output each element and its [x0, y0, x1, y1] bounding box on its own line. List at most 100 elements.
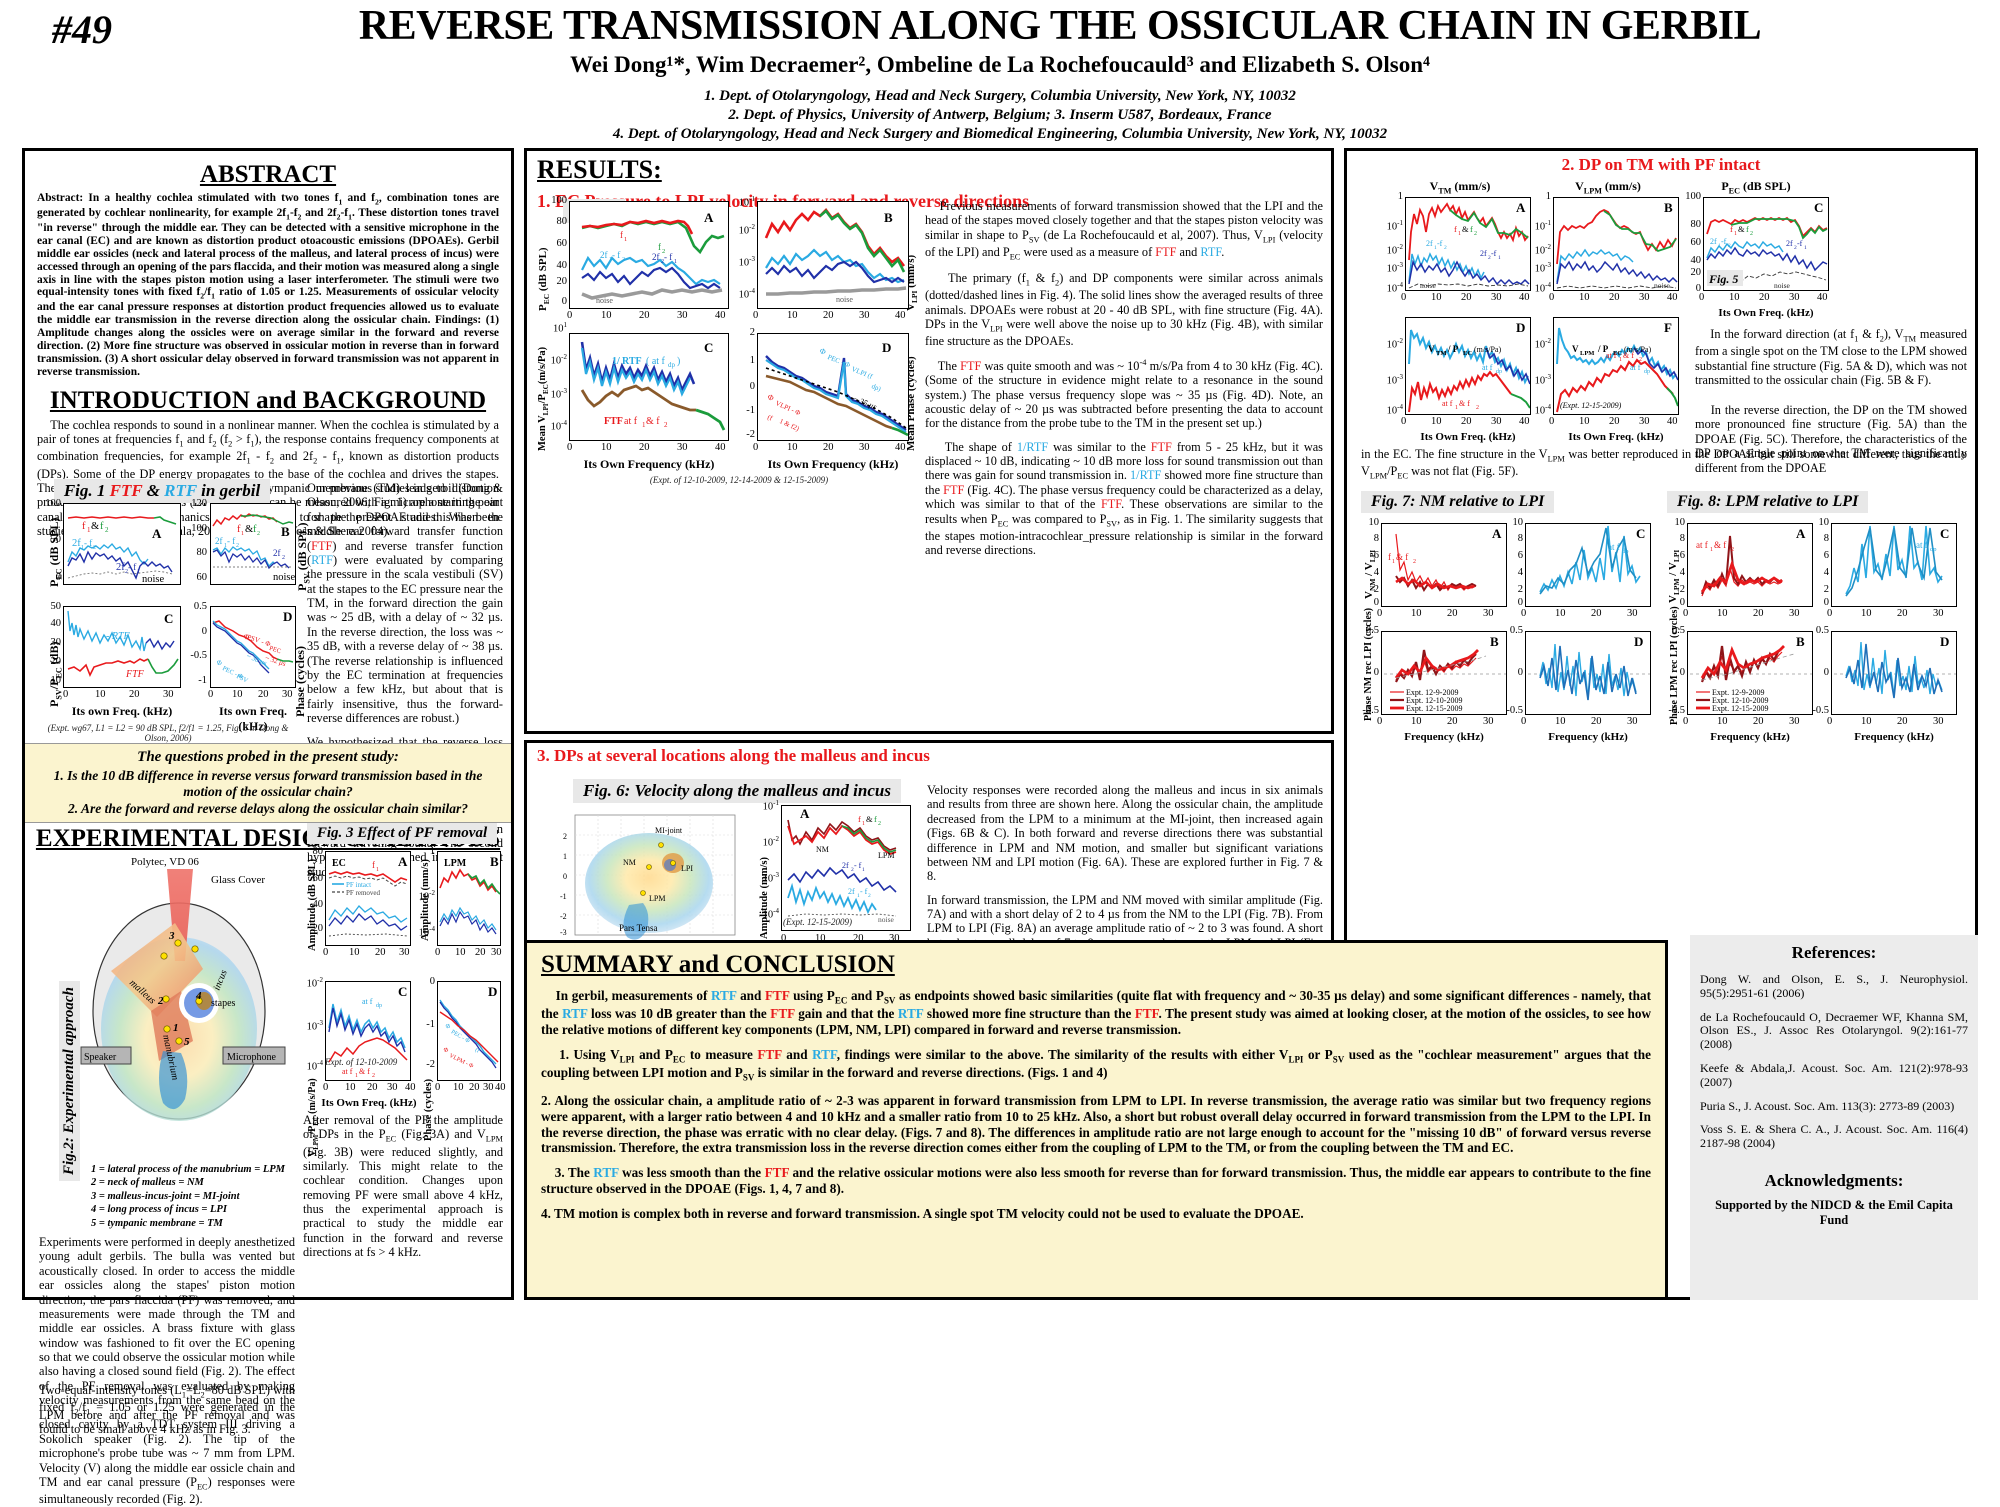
svg-text:-f: -f [1797, 239, 1803, 248]
fig5-text-2a: In the reverse direction, the DP on the … [1695, 403, 1967, 475]
svg-text:2: 2 [282, 555, 285, 561]
summary-p3: 3. The RTF was less smooth than the FTF … [541, 1165, 1652, 1197]
fig1-c-xlabel: Its own Freq. (kHz) [71, 704, 173, 718]
svg-text:dp: dp [668, 361, 676, 369]
svg-text:1: 1 [609, 257, 612, 263]
svg-text:PSV: PSV [246, 633, 261, 645]
svg-text:2: 2 [93, 545, 96, 551]
svg-text:VLPI (f: VLPI (f [850, 365, 874, 381]
fig3-expt-note: Expt. of 12-10-2009 [325, 1057, 398, 1067]
svg-text:C: C [1940, 526, 1949, 541]
fig2-legend-item-2: 2 = neck of malleus = NM [91, 1177, 204, 1189]
fig1-expt-note: (Expt. wg67, L1 = L2 = 90 dB SPL, f2/f1 … [47, 723, 289, 743]
svg-text:1: 1 [862, 821, 865, 827]
fig4-text-4: The shape of 1/RTF was similar to the FT… [925, 439, 1323, 558]
svg-text:1: 1 [1498, 255, 1501, 261]
svg-text:1: 1 [137, 569, 140, 575]
svg-text:1: 1 [1458, 231, 1461, 237]
svg-text:2: 2 [236, 543, 239, 549]
fig4-c-yticks: 101 10-2 10-3 10-4 [550, 321, 567, 433]
svg-text:noise: noise [878, 915, 895, 924]
svg-text:f: f [1470, 224, 1473, 234]
fig6-text-1: Velocity responses were recorded along t… [927, 783, 1323, 884]
svg-text:NM: NM [623, 858, 636, 867]
svg-text:(m/s/Pa): (m/s/Pa) [1474, 345, 1501, 354]
svg-text:at f: at f [1608, 542, 1620, 552]
fig4-panel-c: 1/RTF ( at f dp) FTF at f 1 & f 2 C [569, 333, 729, 441]
svg-text:2f: 2f [1480, 249, 1487, 258]
reference-item: Dong W. and Olson, E. S., J. Neurophysio… [1700, 972, 1968, 1000]
svg-text:2: 2 [661, 259, 664, 265]
svg-text:2: 2 [563, 832, 567, 841]
acknowledgments-heading: Acknowledgments: [1764, 1170, 1904, 1190]
svg-text:(f: (f [766, 413, 774, 422]
svg-text:1: 1 [862, 867, 865, 873]
fig4-b-yticks: 10-1 10-2 10-3 10-4 [738, 195, 755, 301]
svg-text:Φ: Φ [766, 392, 775, 403]
svg-text:- Φ: - Φ [260, 638, 271, 648]
svg-text:at f: at f [1606, 351, 1617, 360]
fig3-b-yticks: 1 10-2 10-4 [418, 846, 435, 939]
fig7-d-yticks: 0.5 0 -0.5 [1506, 625, 1523, 716]
left-column-panel: ABSTRACT Abstract: In a healthy cochlea … [22, 148, 514, 1506]
fig5-b-yticks: 1 10-1 10-2 10-3 10-4 [1534, 191, 1551, 295]
svg-text:f: f [1454, 224, 1457, 234]
svg-text:~ 32 µs: ~ 32 µs [264, 654, 287, 668]
svg-text:Speaker: Speaker [84, 1052, 117, 1063]
svg-text:Expt. 12-9-2009: Expt. 12-9-2009 [1712, 688, 1764, 697]
svg-text:2f: 2f [116, 562, 125, 573]
svg-text:2: 2 [157, 995, 164, 1007]
svg-text:2f: 2f [848, 887, 855, 896]
fig5-title-vtm: VTM (mm/s) [1429, 179, 1491, 196]
svg-text:2: 2 [868, 893, 871, 899]
svg-text:- f: - f [664, 252, 672, 262]
author-list: Wei Dong¹*, Wim Decraemer², Ombeline de … [570, 52, 1430, 77]
svg-text:2f: 2f [600, 250, 608, 260]
fig5-a-yticks: 1 10-1 10-2 10-3 10-4 [1386, 191, 1403, 295]
svg-text:PEC - Φ: PEC - Φ [450, 1029, 471, 1045]
svg-text:2: 2 [622, 257, 625, 263]
svg-text:TM: TM [1436, 350, 1446, 357]
svg-text:2: 2 [1794, 245, 1797, 251]
svg-text:2: 2 [1413, 559, 1416, 565]
svg-text:C: C [1636, 526, 1645, 541]
fig2-legend: 1 = lateral process of the manubrium = L… [91, 1163, 321, 1230]
svg-text:& f: & f [1396, 552, 1408, 562]
svg-text:at f: at f [1916, 540, 1928, 550]
svg-text:noise: noise [1654, 281, 1671, 290]
svg-text:2: 2 [1488, 255, 1491, 261]
svg-text:LPM: LPM [1580, 350, 1594, 357]
fig2-legend-item-5: 5 = tympanic membrane = TM [91, 1217, 223, 1229]
page-title: REVERSE TRANSMISSION ALONG THE OSSICULAR… [358, 3, 1762, 49]
fig7-a-yticks: 10 8 6 4 2 0 [1368, 517, 1380, 608]
fig7-b-xlabel: Frequency (kHz) [1404, 731, 1484, 743]
fig1-caption: Fig. 1 FTF & RTF in gerbil [53, 479, 271, 503]
svg-text:2: 2 [1731, 547, 1734, 553]
svg-text:Microphone: Microphone [227, 1052, 276, 1063]
svg-text:A: A [800, 806, 810, 821]
svg-text:C: C [398, 984, 407, 999]
fig4-text-2: The primary (f1 & f2) and DP components … [925, 271, 1323, 349]
fig7-caption: Fig. 7: NM relative to LPI [1361, 491, 1555, 513]
svg-text:&: & [245, 524, 253, 535]
fig8-panel-c: C at f dp [1831, 523, 1957, 607]
svg-text:2: 2 [1639, 357, 1642, 363]
fig8-d-xlabel: Frequency (kHz) [1854, 731, 1934, 743]
fig7-panel-c: C at f dp [1525, 523, 1651, 607]
fig5-text-2b: in the EC. The fine structure in the VLP… [1361, 447, 1967, 481]
svg-text:4: 4 [195, 990, 202, 1002]
fig4-a-yticks: 100 80 60 40 20 0 [551, 195, 567, 307]
svg-text:D: D [283, 609, 292, 624]
svg-text:B: B [1664, 200, 1673, 215]
svg-text:- f: - f [84, 538, 92, 548]
svg-text:PEC: PEC [268, 645, 282, 655]
svg-text:A: A [1492, 526, 1502, 541]
questions-heading: The questions probed in the present stud… [137, 749, 399, 765]
svg-text:at f: at f [624, 416, 638, 427]
svg-text:f: f [372, 860, 375, 870]
svg-text:&: & [1738, 224, 1745, 234]
